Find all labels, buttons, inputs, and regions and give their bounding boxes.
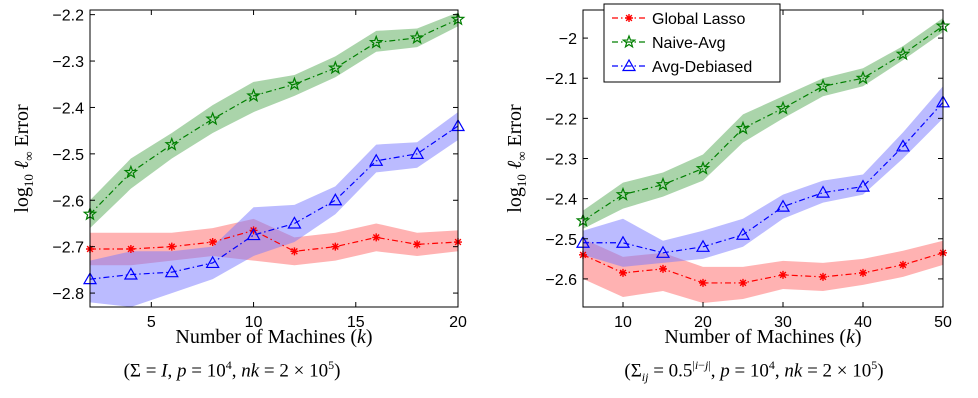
y-tick-label: −2.4 (545, 192, 577, 209)
caption-right: (Σij = 0.5|i−j|, p = 104, nk = 2 × 105) (624, 358, 884, 385)
x-tick-label: 5 (147, 314, 156, 331)
point-naive-avg (655, 176, 671, 191)
y-tick-label: −2.4 (52, 100, 84, 117)
y-tick-label: −2.2 (545, 111, 577, 128)
point-avg-debiased (246, 227, 261, 241)
point-avg-debiased (775, 199, 791, 212)
point-naive-avg (895, 46, 911, 61)
y-tick-label: −2.5 (52, 147, 84, 164)
point-naive-avg (164, 136, 180, 151)
point-global-lasso (699, 278, 707, 287)
legend-marker-global-lasso (625, 14, 633, 22)
point-global-lasso (249, 226, 258, 235)
legend-label-naive-avg: Naive-Avg (652, 35, 726, 52)
point-naive-avg (205, 111, 221, 126)
point-global-lasso (413, 240, 422, 249)
y-tick-label: −2.1 (545, 71, 577, 88)
band-naive-avg (90, 12, 458, 229)
point-naive-avg (123, 164, 139, 179)
x-axis-label: Number of Machines (k) (664, 326, 861, 348)
x-tick-label: 10 (245, 314, 263, 331)
y-tick-label: −2.2 (52, 8, 84, 25)
point-global-lasso (126, 244, 135, 253)
point-global-lasso (899, 260, 907, 269)
point-avg-debiased (328, 193, 343, 206)
series-line-naive-avg (582, 25, 944, 222)
point-global-lasso (167, 242, 176, 251)
point-global-lasso (739, 278, 747, 287)
plot-frame (89, 9, 459, 308)
point-avg-debiased (615, 235, 631, 248)
point-avg-debiased (205, 255, 220, 269)
band-naive-avg (583, 18, 943, 229)
point-global-lasso (779, 270, 787, 279)
point-avg-debiased (369, 153, 384, 166)
x-tick-label: 40 (854, 314, 872, 331)
legend-label-avg-debiased: Avg-Debiased (652, 59, 752, 76)
band-global-lasso (583, 238, 943, 303)
point-global-lasso (331, 242, 340, 251)
y-tick-label: −2.3 (545, 152, 577, 169)
legend-marker-naive-avg (621, 34, 637, 49)
legend: Global Lasso Naive-Avg Avg-Debiased (603, 3, 781, 83)
band-avg-debiased (90, 112, 458, 307)
point-naive-avg (695, 160, 711, 175)
point-global-lasso (819, 272, 827, 281)
point-naive-avg (615, 186, 631, 201)
legend-label-global-lasso: Global Lasso (652, 11, 745, 28)
point-global-lasso (659, 264, 667, 273)
y-axis-label: log10 ℓ∞ Error (504, 104, 529, 213)
point-global-lasso (372, 233, 381, 242)
y-tick-label: −2.7 (52, 240, 84, 257)
point-naive-avg (246, 88, 261, 103)
series-line-global-lasso (90, 229, 459, 252)
point-avg-debiased (695, 239, 711, 252)
legend-box (603, 3, 781, 83)
point-avg-debiased (123, 267, 138, 280)
point-avg-debiased (287, 216, 302, 229)
y-tick-label: −2.5 (545, 232, 577, 249)
x-tick-label: 20 (694, 314, 712, 331)
point-naive-avg (287, 76, 302, 91)
x-axis-label: Number of Machines (k) (175, 326, 372, 348)
series-line-naive-avg (89, 18, 459, 215)
chart-right: 10 20 30 40 50 −2.6 −2.5 −2.4 −2.3 −2.2 −2.1 −2 Numb… (504, 3, 952, 348)
y-axis-label: log10 ℓ∞ Error (11, 104, 36, 213)
y-tick-label: −2 (559, 31, 577, 48)
point-naive-avg (815, 78, 831, 93)
x-tick-label: 15 (347, 314, 365, 331)
point-avg-debiased (164, 264, 179, 278)
point-global-lasso (859, 268, 867, 277)
point-naive-avg (775, 100, 791, 115)
point-avg-debiased (815, 185, 831, 198)
point-avg-debiased (410, 146, 425, 159)
band-avg-debiased (583, 86, 943, 267)
point-naive-avg (327, 60, 343, 75)
x-tick-label: 30 (774, 314, 792, 331)
point-naive-avg (368, 34, 384, 49)
legend-marker-avg-debiased (621, 58, 637, 72)
point-global-lasso (290, 247, 299, 256)
y-tick-label: −2.8 (52, 286, 84, 303)
chart-left: 5 10 15 20 −2.8 −2.7 −2.6 −2.5 −2.4 −2.3 −2.2 Numbe… (11, 8, 467, 348)
x-tick-label: 50 (934, 314, 952, 331)
y-tick-label: −2.3 (52, 54, 84, 71)
point-naive-avg (409, 30, 425, 45)
point-avg-debiased (655, 245, 671, 258)
point-avg-debiased (895, 139, 911, 152)
point-naive-avg (735, 120, 751, 135)
point-avg-debiased (855, 179, 871, 192)
point-global-lasso (619, 268, 627, 277)
point-avg-debiased (735, 227, 751, 240)
y-tick-label: −2.6 (52, 193, 84, 210)
point-naive-avg (855, 70, 871, 85)
x-tick-label: 10 (614, 314, 632, 331)
caption-left: (Σ = I, p = 104, nk = 2 × 105) (123, 358, 341, 382)
point-global-lasso (208, 238, 217, 247)
series-line-avg-debiased (89, 125, 459, 280)
series-line-global-lasso (582, 252, 944, 284)
y-tick-label: −2.6 (545, 272, 577, 289)
x-tick-label: 20 (449, 314, 467, 331)
